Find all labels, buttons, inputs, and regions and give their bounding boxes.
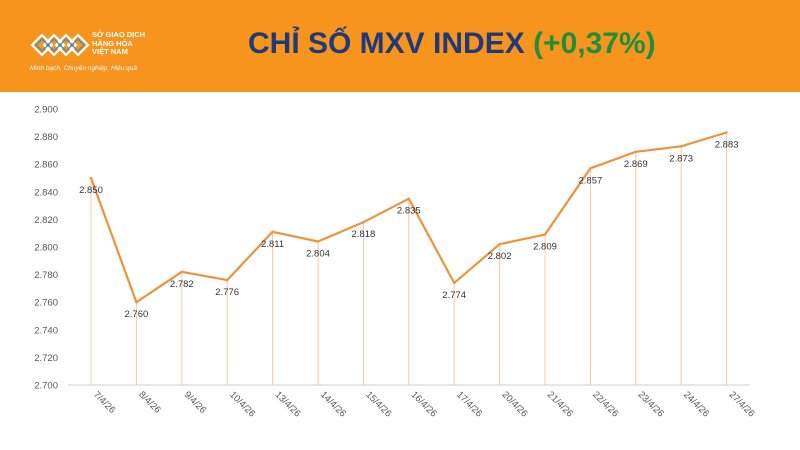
y-tick-label: 2.760 xyxy=(34,298,58,309)
x-tick-label: 10/4/26 xyxy=(227,389,257,419)
data-point xyxy=(316,240,320,243)
data-label: 2.850 xyxy=(79,185,103,196)
data-point xyxy=(362,220,365,224)
title-main: CHỈ SỐ MXV INDEX xyxy=(248,27,525,60)
data-label: 2.835 xyxy=(397,206,421,217)
logo-line-3: VIỆT NAM xyxy=(92,47,128,56)
y-tick-label: 2.900 xyxy=(34,105,58,116)
x-tick-label: 22/4/26 xyxy=(590,389,620,419)
page-title: CHỈ SỐ MXV INDEX (+0,37%) xyxy=(248,22,656,66)
title-change: (+0,37%) xyxy=(533,27,656,60)
x-tick-label: 20/4/26 xyxy=(499,389,529,419)
x-tick-label: 27/4/26 xyxy=(726,389,756,419)
y-tick-label: 2.720 xyxy=(34,353,58,364)
data-label: 2.811 xyxy=(261,239,284,250)
data-point xyxy=(680,145,683,148)
header-banner: SỞ GIAO DỊCH HÀNG HÓA VIỆT NAM Minh bạch… xyxy=(0,0,800,92)
logo-line-1: SỞ GIAO DỊCH xyxy=(92,30,146,39)
data-label: 2.782 xyxy=(170,279,194,290)
x-tick-label: 8/4/26 xyxy=(136,389,162,415)
data-point xyxy=(180,270,183,274)
data-point xyxy=(271,230,274,234)
data-point xyxy=(589,167,592,170)
data-label: 2.869 xyxy=(624,159,648,170)
data-point xyxy=(725,131,728,134)
y-tick-label: 2.800 xyxy=(34,243,58,254)
logo-text: SỞ GIAO DỊCH HÀNG HÓA VIỆT NAM xyxy=(92,30,172,57)
y-tick-label: 2.840 xyxy=(34,187,58,198)
logo-line-2: HÀNG HÓA xyxy=(92,38,133,48)
data-label: 2.774 xyxy=(442,290,466,301)
data-label: 2.883 xyxy=(715,139,739,150)
x-tick-label: 23/4/26 xyxy=(636,389,666,419)
data-label: 2.776 xyxy=(215,287,239,298)
data-point xyxy=(543,233,547,236)
data-point xyxy=(89,176,93,180)
x-tick-label: 21/4/26 xyxy=(545,389,575,419)
data-label: 2.873 xyxy=(669,153,693,164)
data-label: 2.802 xyxy=(488,251,512,262)
y-tick-label: 2.740 xyxy=(34,325,58,336)
x-tick-label: 9/4/26 xyxy=(182,389,208,415)
mxv-logo: SỞ GIAO DỊCH HÀNG HÓA VIỆT NAM Minh bạch… xyxy=(30,28,160,74)
x-tick-label: 14/4/26 xyxy=(318,389,348,419)
data-label: 2.760 xyxy=(125,309,149,320)
data-point xyxy=(135,301,138,304)
x-tick-label: 16/4/26 xyxy=(409,389,439,419)
y-tick-label: 2.780 xyxy=(34,270,58,281)
data-point xyxy=(498,243,501,246)
data-label: 2.804 xyxy=(306,248,330,259)
data-point xyxy=(634,150,637,153)
line-chart: 2.700 2.720 2.740 2.760 2.780 2.800 2.820 2.840… xyxy=(34,105,756,420)
y-tick-label: 2.700 xyxy=(34,381,58,392)
x-tick-label: 24/4/26 xyxy=(681,389,711,419)
y-tick-label: 2.880 xyxy=(34,132,58,143)
logo-slogan: Minh bạch. Chuyên nghiệp. Hiệu quả xyxy=(30,65,137,72)
x-tick-label: 17/4/26 xyxy=(454,389,484,419)
y-tick-label: 2.820 xyxy=(34,215,58,226)
y-tick-label: 2.860 xyxy=(34,160,58,171)
data-point xyxy=(226,278,229,282)
data-point xyxy=(407,197,410,200)
chart-area: 2.700 2.720 2.740 2.760 2.780 2.800 2.820 2.840… xyxy=(0,92,800,450)
data-label: 2.857 xyxy=(579,175,603,186)
data-label: 2.809 xyxy=(533,242,557,253)
x-tick-label: 7/4/26 xyxy=(91,389,117,415)
data-point xyxy=(453,281,456,285)
mxv-logo-icon xyxy=(30,33,90,57)
x-tick-label: 15/4/26 xyxy=(363,389,393,419)
data-label: 2.818 xyxy=(352,229,376,240)
x-tick-label: 13/4/26 xyxy=(272,389,302,419)
